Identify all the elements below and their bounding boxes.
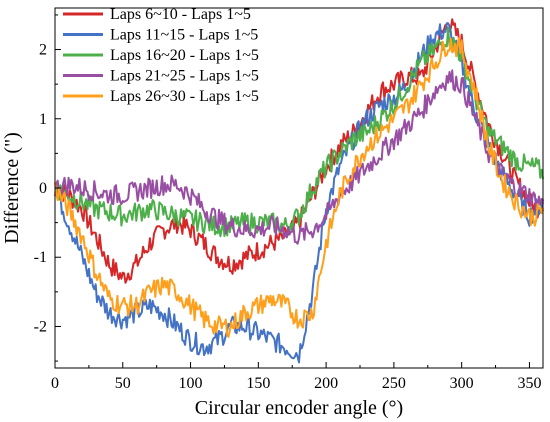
x-tick-label: 150 [246,375,270,392]
x-tick-label: 200 [314,375,338,392]
x-tick-label: 250 [382,375,406,392]
plot-lines [54,18,544,364]
legend-label: Laps 26~30 - Laps 1~5 [110,88,259,105]
x-axis: 0 50 100 150 200 250 300 350 [51,362,541,392]
x-tick-label: 0 [51,375,59,392]
y-tick-label: 0 [39,180,47,197]
x-tick-label: 50 [115,375,131,392]
x-tick-label: 350 [517,375,541,392]
series-line-4 [54,69,544,245]
y-tick-label: -2 [34,318,47,335]
legend-label: Laps 16~20 - Laps 1~5 [110,47,259,64]
x-tick-label: 300 [450,375,474,392]
legend-label: Laps 11~15 - Laps 1~5 [110,27,258,44]
y-axis-label: Difference (") [1,132,23,244]
x-axis-label: Circular encoder angle (°) [195,397,403,419]
legend-label: Laps 6~10 - Laps 1~5 [110,6,251,23]
y-axis: -2 -1 0 1 2 [34,14,61,362]
y-tick-label: -1 [34,249,47,266]
legend: Laps 6~10 - Laps 1~5 Laps 11~15 - Laps 1~… [63,6,259,105]
series-line-5 [54,36,544,338]
x-tick-label: 100 [179,375,203,392]
legend-label: Laps 21~25 - Laps 1~5 [110,68,259,85]
y-tick-label: 1 [39,111,47,128]
y-tick-label: 2 [39,42,47,59]
